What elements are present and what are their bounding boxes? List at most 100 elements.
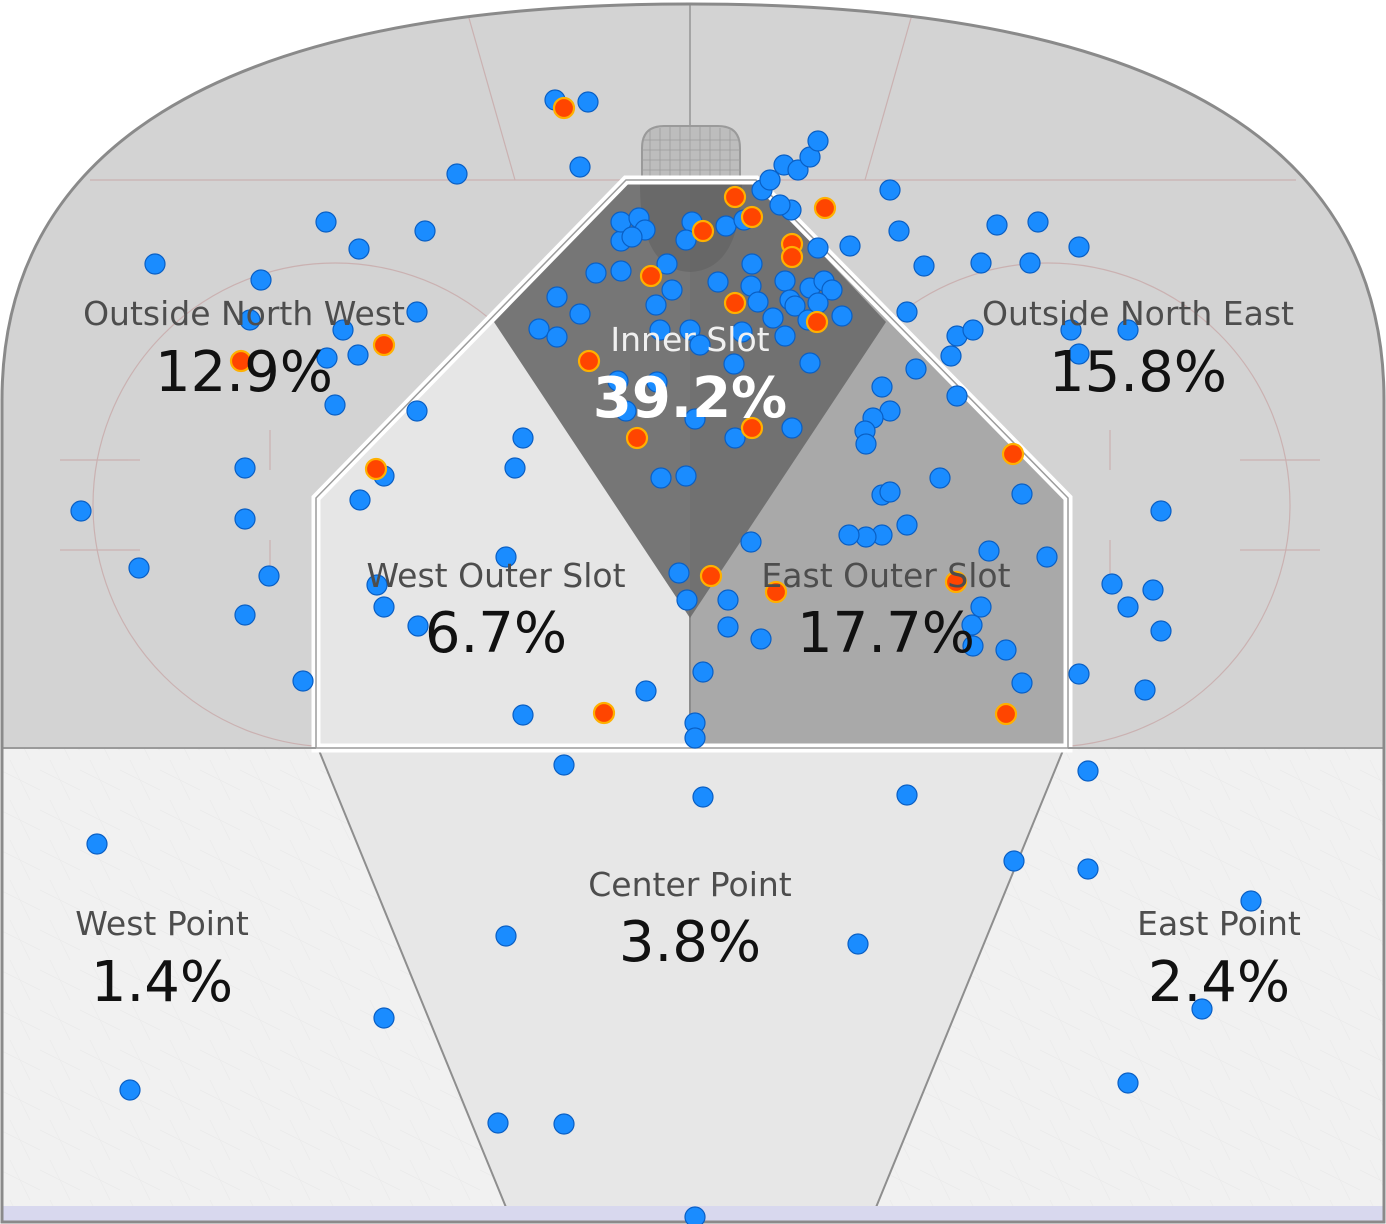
shot-marker-152	[847, 933, 869, 955]
center-point-pct: 3.8%	[619, 910, 761, 975]
shot-marker-103	[913, 255, 935, 277]
shot-marker-77	[741, 253, 763, 275]
shot-marker-47	[781, 417, 803, 439]
shot-marker-105	[905, 358, 927, 380]
shot-marker-92	[839, 235, 861, 257]
shot-marker-20	[258, 565, 280, 587]
east-outer-slot-pct: 17.7%	[797, 601, 975, 666]
shot-marker-35	[684, 727, 706, 749]
shot-marker-154	[373, 1007, 395, 1029]
shot-marker-81	[731, 321, 753, 343]
shot-marker-26	[495, 546, 517, 568]
shot-marker-27	[366, 574, 388, 596]
shot-marker-51	[684, 408, 706, 430]
east-outer-slot-name: East Outer Slot	[761, 556, 1010, 595]
shot-marker-44	[650, 467, 672, 489]
shot-marker-45	[675, 465, 697, 487]
shot-marker-131	[978, 540, 1000, 562]
shot-marker-2	[569, 156, 591, 178]
shot-marker-69	[649, 319, 671, 341]
shot-marker-147	[1003, 850, 1025, 872]
outside-north-west-pct: 12.9%	[155, 340, 333, 405]
shot-marker-33	[635, 680, 657, 702]
shot-marker-46	[724, 427, 746, 449]
shot-marker-7	[144, 253, 166, 275]
shot-marker-79	[747, 291, 769, 313]
shot-marker-135	[1142, 579, 1164, 601]
shot-marker-144	[1134, 679, 1156, 701]
outside-north-east-pct: 15.8%	[1049, 340, 1227, 405]
shot-marker-159	[684, 1206, 706, 1224]
shot-marker-134	[1117, 596, 1139, 618]
shot-marker-106	[940, 345, 962, 367]
goal-marker-14	[740, 416, 764, 440]
shot-marker-150	[1191, 998, 1213, 1020]
shot-marker-14	[324, 394, 346, 416]
shot-marker-48	[799, 352, 821, 374]
shot-marker-143	[1068, 663, 1090, 685]
shot-marker-116	[1117, 319, 1139, 341]
shot-marker-141	[995, 639, 1017, 661]
shots-layer	[70, 89, 1262, 1224]
shot-marker-15	[406, 400, 428, 422]
zone-labels: Outside North West 12.9% Outside North E…	[75, 294, 1301, 1015]
shot-marker-54	[615, 400, 637, 422]
goal-marker-20	[592, 701, 616, 725]
shot-marker-117	[1068, 343, 1090, 365]
shot-marker-145	[1077, 760, 1099, 782]
shot-marker-123	[929, 467, 951, 489]
shot-marker-110	[986, 214, 1008, 236]
shot-marker-156	[86, 833, 108, 855]
shot-marker-18	[70, 500, 92, 522]
east-point-pct: 2.4%	[1148, 950, 1290, 1015]
shot-marker-100	[807, 130, 829, 152]
shot-marker-118	[871, 376, 893, 398]
inner-slot-pct: 39.2%	[593, 366, 787, 431]
shot-marker-17	[234, 508, 256, 530]
shot-marker-112	[1068, 236, 1090, 258]
shot-marker-24	[512, 427, 534, 449]
shot-marker-139	[961, 614, 983, 636]
goal-marker-16	[699, 564, 723, 588]
shot-marker-104	[896, 301, 918, 323]
shot-marker-32	[553, 754, 575, 776]
shot-marker-101	[879, 179, 901, 201]
shot-marker-58	[569, 303, 591, 325]
shot-marker-10	[332, 319, 354, 341]
shot-marker-109	[946, 385, 968, 407]
shot-marker-65	[621, 226, 643, 248]
shot-marker-130	[838, 524, 860, 546]
shot-marker-70	[679, 319, 701, 341]
goal-marker-12	[723, 291, 747, 315]
goal-marker-9	[780, 245, 804, 269]
shot-marker-153	[495, 925, 517, 947]
shot-marker-115	[1060, 319, 1082, 341]
shot-marker-113	[970, 252, 992, 274]
goal-marker-1	[372, 333, 396, 357]
shot-marker-98	[787, 159, 809, 181]
shot-marker-132	[1036, 546, 1058, 568]
shot-marker-138	[970, 596, 992, 618]
outside-north-west-name: Outside North West	[83, 294, 405, 333]
outside-north-east-name: Outside North East	[982, 294, 1294, 333]
shot-marker-142	[1011, 672, 1033, 694]
shot-marker-73	[675, 229, 697, 251]
shot-marker-22	[349, 489, 371, 511]
shot-marker-126	[879, 481, 901, 503]
goal-marker-18	[944, 570, 968, 594]
goal-marker-10	[813, 196, 837, 220]
shot-marker-80	[762, 307, 784, 329]
west-point-pct: 1.4%	[91, 950, 233, 1015]
shot-marker-52	[646, 371, 668, 393]
shot-marker-9	[239, 309, 261, 331]
goal-marker-7	[740, 205, 764, 229]
shot-marker-89	[807, 292, 829, 314]
goal-marker-21	[994, 702, 1018, 726]
shot-marker-60	[610, 260, 632, 282]
shot-marker-59	[585, 262, 607, 284]
shot-marker-50	[723, 353, 745, 375]
west-outer-slot-name: West Outer Slot	[366, 556, 625, 595]
shot-marker-6	[414, 220, 436, 242]
shot-marker-140	[962, 635, 984, 657]
